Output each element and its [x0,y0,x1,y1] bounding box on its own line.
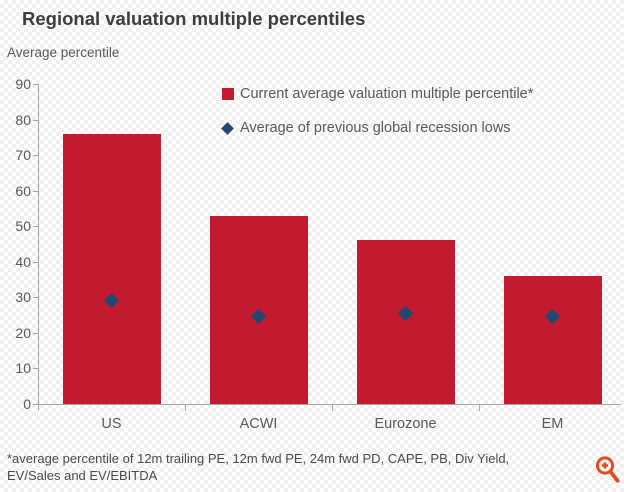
y-axis-tick-label: 60 [15,182,31,199]
x-axis-category-label: ACWI [239,416,278,432]
y-axis-tick-label: 30 [15,289,31,306]
legend-item-recession-lows: Average of previous global recession low… [221,118,533,138]
y-axis-tick [33,84,38,85]
chart-title: Regional valuation multiple percentiles [22,8,366,29]
bar-series-swatch-icon [222,88,234,100]
zoom-in-icon[interactable] [594,455,622,485]
footnote-line: *average percentile of 12m trailing PE, … [7,451,510,466]
y-axis-tick [33,155,38,157]
y-axis-line [38,84,39,410]
y-axis-tick-label: 50 [15,218,31,235]
y-axis-tick-label: 80 [15,111,31,128]
y-axis-tick [33,297,38,299]
x-axis-category-label: Eurozone [374,416,437,432]
y-axis-tick [33,190,38,192]
x-axis-tick [479,405,480,411]
legend-label: Average of previous global recession low… [240,120,511,136]
x-axis-category-label: EM [541,416,564,432]
y-axis-tick [33,404,38,405]
bar-em [503,276,602,404]
legend: Current average valuation multiple perce… [221,84,533,152]
y-axis-tick [33,261,38,263]
y-axis-tick-label: 10 [15,360,31,377]
footnote-line: EV/Sales and EV/EBITDA [7,468,158,483]
y-axis-tick-label: 90 [15,76,31,92]
y-axis-title: Average percentile [7,45,120,60]
diamond-series-swatch-icon [221,121,234,135]
y-axis-tick [33,332,38,334]
y-axis-tick [33,119,38,121]
x-axis-tick [332,405,333,411]
y-axis-tick-label: 0 [23,396,31,412]
legend-item-current-percentile: Current average valuation multiple perce… [222,84,533,104]
bar-us [62,133,161,404]
x-axis-category-label: US [101,416,122,432]
footnote: *average percentile of 12m trailing PE, … [7,450,509,484]
y-axis-tick-label: 40 [15,253,31,270]
y-axis-tick-label: 70 [15,147,31,164]
x-axis-line [38,404,621,405]
legend-label: Current average valuation multiple perce… [240,86,534,102]
y-axis-tick [33,368,38,370]
bar-eurozone [356,240,455,404]
y-axis-tick [33,226,38,228]
x-axis-tick [185,405,186,411]
y-axis-tick-label: 20 [15,324,31,341]
